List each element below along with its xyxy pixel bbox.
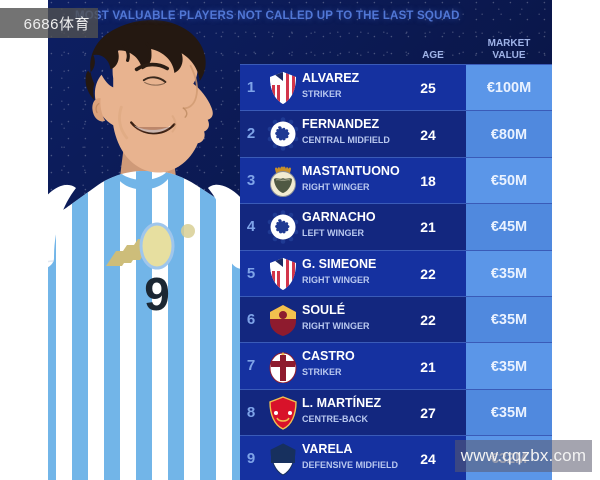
svg-text:9: 9 <box>144 268 170 320</box>
